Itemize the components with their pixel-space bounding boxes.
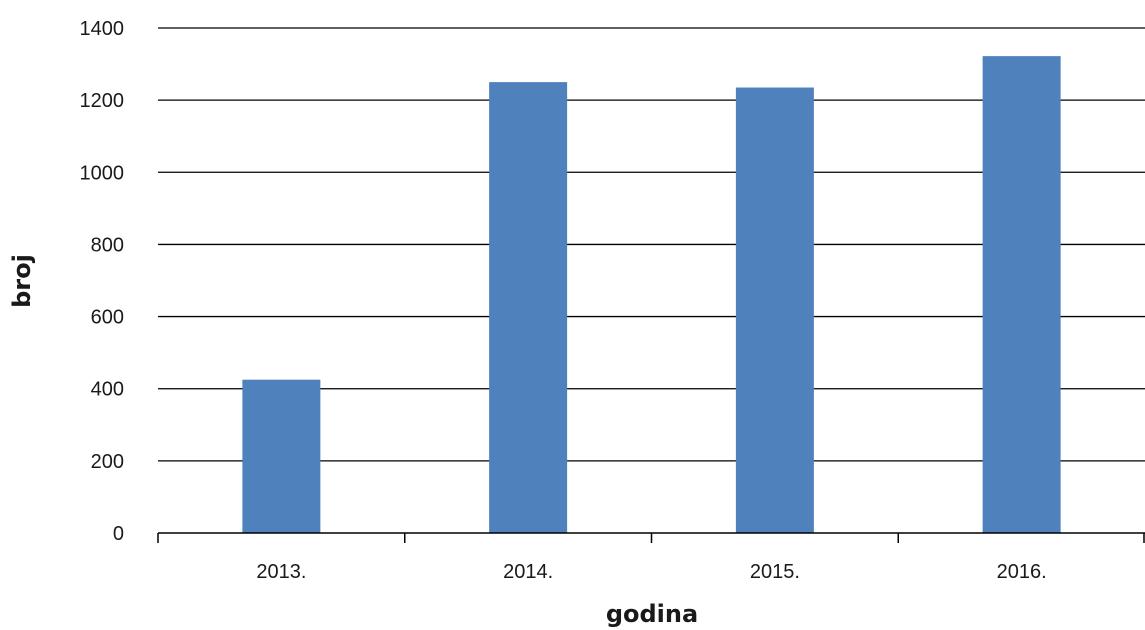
y-axis-title: broj bbox=[8, 254, 36, 308]
y-tick-label-1: 200 bbox=[91, 451, 124, 473]
y-tick-label-7: 1400 bbox=[80, 18, 125, 40]
x-tick-label-1: 2014. bbox=[503, 561, 553, 583]
bar-1 bbox=[489, 82, 568, 533]
gridlines bbox=[158, 27, 1145, 462]
x-tick-label-0: 2013. bbox=[256, 561, 306, 583]
x-tick-label-2: 2015. bbox=[750, 561, 800, 583]
x-tick-labels: 2013. 2014. 2015. 2016. bbox=[256, 561, 1046, 583]
bar-0 bbox=[242, 379, 321, 533]
y-tick-label-5: 1000 bbox=[80, 162, 125, 184]
bar-3 bbox=[982, 56, 1061, 534]
y-tick-label-3: 600 bbox=[91, 307, 124, 329]
bars bbox=[242, 56, 1061, 534]
y-tick-label-4: 800 bbox=[91, 234, 124, 256]
x-axis-title: godina bbox=[606, 600, 698, 628]
bar-2 bbox=[735, 87, 814, 534]
y-tick-label-0: 0 bbox=[113, 523, 124, 545]
y-tick-label-2: 400 bbox=[91, 379, 124, 401]
axes bbox=[157, 532, 1145, 543]
x-tick-label-3: 2016. bbox=[997, 561, 1047, 583]
y-tick-labels: 0 200 400 600 800 1000 1200 1400 bbox=[80, 18, 125, 545]
y-tick-label-6: 1200 bbox=[80, 90, 125, 112]
